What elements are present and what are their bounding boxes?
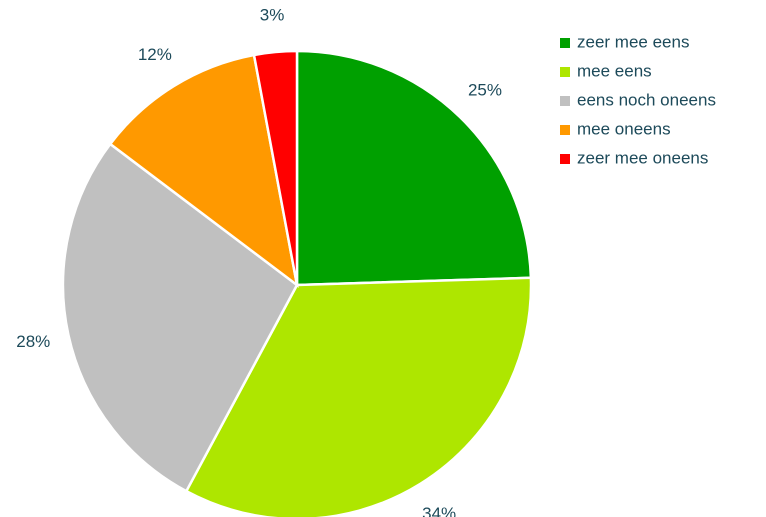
legend-label: mee eens xyxy=(577,61,652,80)
legend-swatch xyxy=(560,67,570,77)
data-label: 25% xyxy=(468,81,502,100)
legend-label: zeer mee eens xyxy=(577,32,689,51)
pie-slice xyxy=(252,49,299,286)
data-label: 28% xyxy=(16,332,50,351)
legend-swatch xyxy=(560,154,570,164)
legend-swatch xyxy=(560,96,570,106)
legend-swatch xyxy=(560,38,570,48)
pie-slice xyxy=(108,53,299,288)
legend-label: zeer mee oneens xyxy=(577,148,708,167)
legend-label: eens noch oneens xyxy=(577,90,716,109)
pie-slice xyxy=(184,276,533,517)
data-label: 3% xyxy=(260,6,285,25)
pie-slice xyxy=(61,142,299,493)
data-label: 34% xyxy=(422,504,456,517)
legend-swatch xyxy=(560,125,570,135)
pie-slice xyxy=(295,49,533,287)
legend-label: mee oneens xyxy=(577,119,671,138)
data-label: 12% xyxy=(138,45,172,64)
